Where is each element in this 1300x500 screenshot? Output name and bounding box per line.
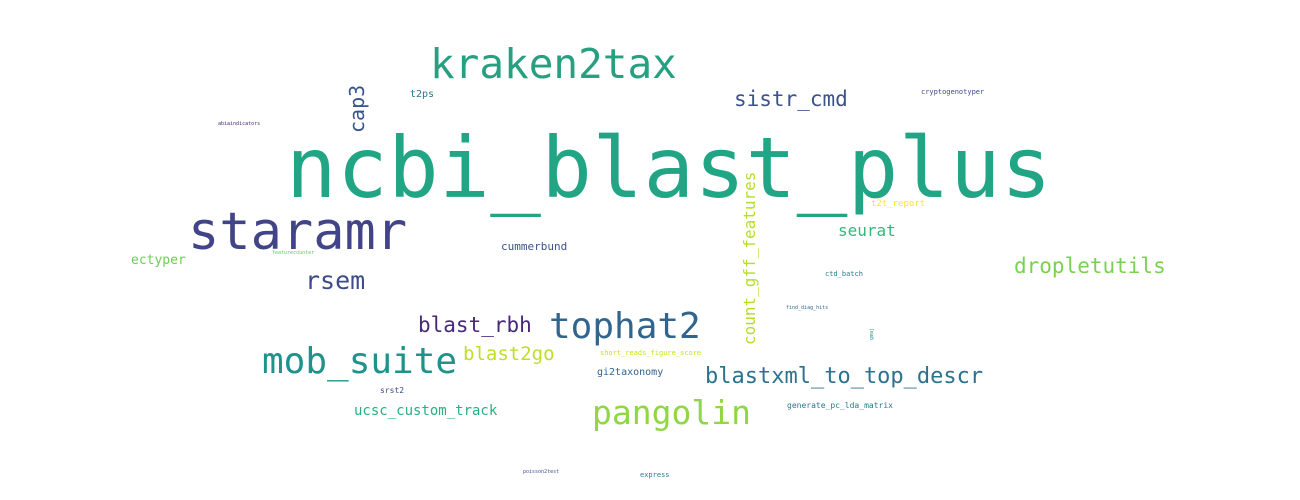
word-pangolin: pangolin <box>592 393 751 432</box>
word-t2t-report: t2t_report <box>871 199 926 209</box>
word-kraken2tax: kraken2tax <box>430 40 677 88</box>
word-gi2taxonomy: gi2taxonomy <box>597 367 664 378</box>
word-abiaindicators: abiaindicators <box>218 121 261 127</box>
word-count-gff-features: count_gff_features <box>740 171 759 345</box>
word-sistr-cmd: sistr_cmd <box>734 87 848 111</box>
word-tophat2: tophat2 <box>549 306 701 347</box>
word-seurat: seurat <box>838 221 896 240</box>
word-blastxml-to-top-descr: blastxml_to_top_descr <box>705 364 984 389</box>
word-srst2: srst2 <box>380 386 405 395</box>
word-cummerbund: cummerbund <box>501 240 568 253</box>
word-ucsc-custom-track: ucsc_custom_track <box>354 403 498 419</box>
word-ctd-batch: ctd_batch <box>825 270 863 278</box>
word-express: express <box>640 471 670 479</box>
word-gmaj: gmaj <box>869 327 875 340</box>
word-ncbi-blast-plus: ncbi_blast_plus <box>286 119 1053 217</box>
word-find-diag-hits: find_diag_hits <box>786 305 829 311</box>
word-cap3: cap3 <box>345 84 369 133</box>
word-ectyper: ectyper <box>131 253 186 268</box>
word-generate-pc-lda-matrix: generate_pc_lda_matrix <box>787 401 893 410</box>
word-staramr: staramr <box>188 202 408 262</box>
word-blast-rbh: blast_rbh <box>418 313 532 337</box>
word-blast2go: blast2go <box>463 343 555 365</box>
word-mob-suite: mob_suite <box>262 341 458 382</box>
word-rsem: rsem <box>305 266 366 295</box>
word-poisson2test: poisson2test <box>523 469 560 475</box>
word-short-reads-figure-score: short_reads_figure_score <box>600 349 702 357</box>
word-t2ps: t2ps <box>410 89 435 100</box>
word-cryptogenotyper: cryptogenotyper <box>921 88 985 96</box>
word-featurecounter: featurecounter <box>272 250 315 256</box>
word-dropletutils: dropletutils <box>1014 254 1166 278</box>
